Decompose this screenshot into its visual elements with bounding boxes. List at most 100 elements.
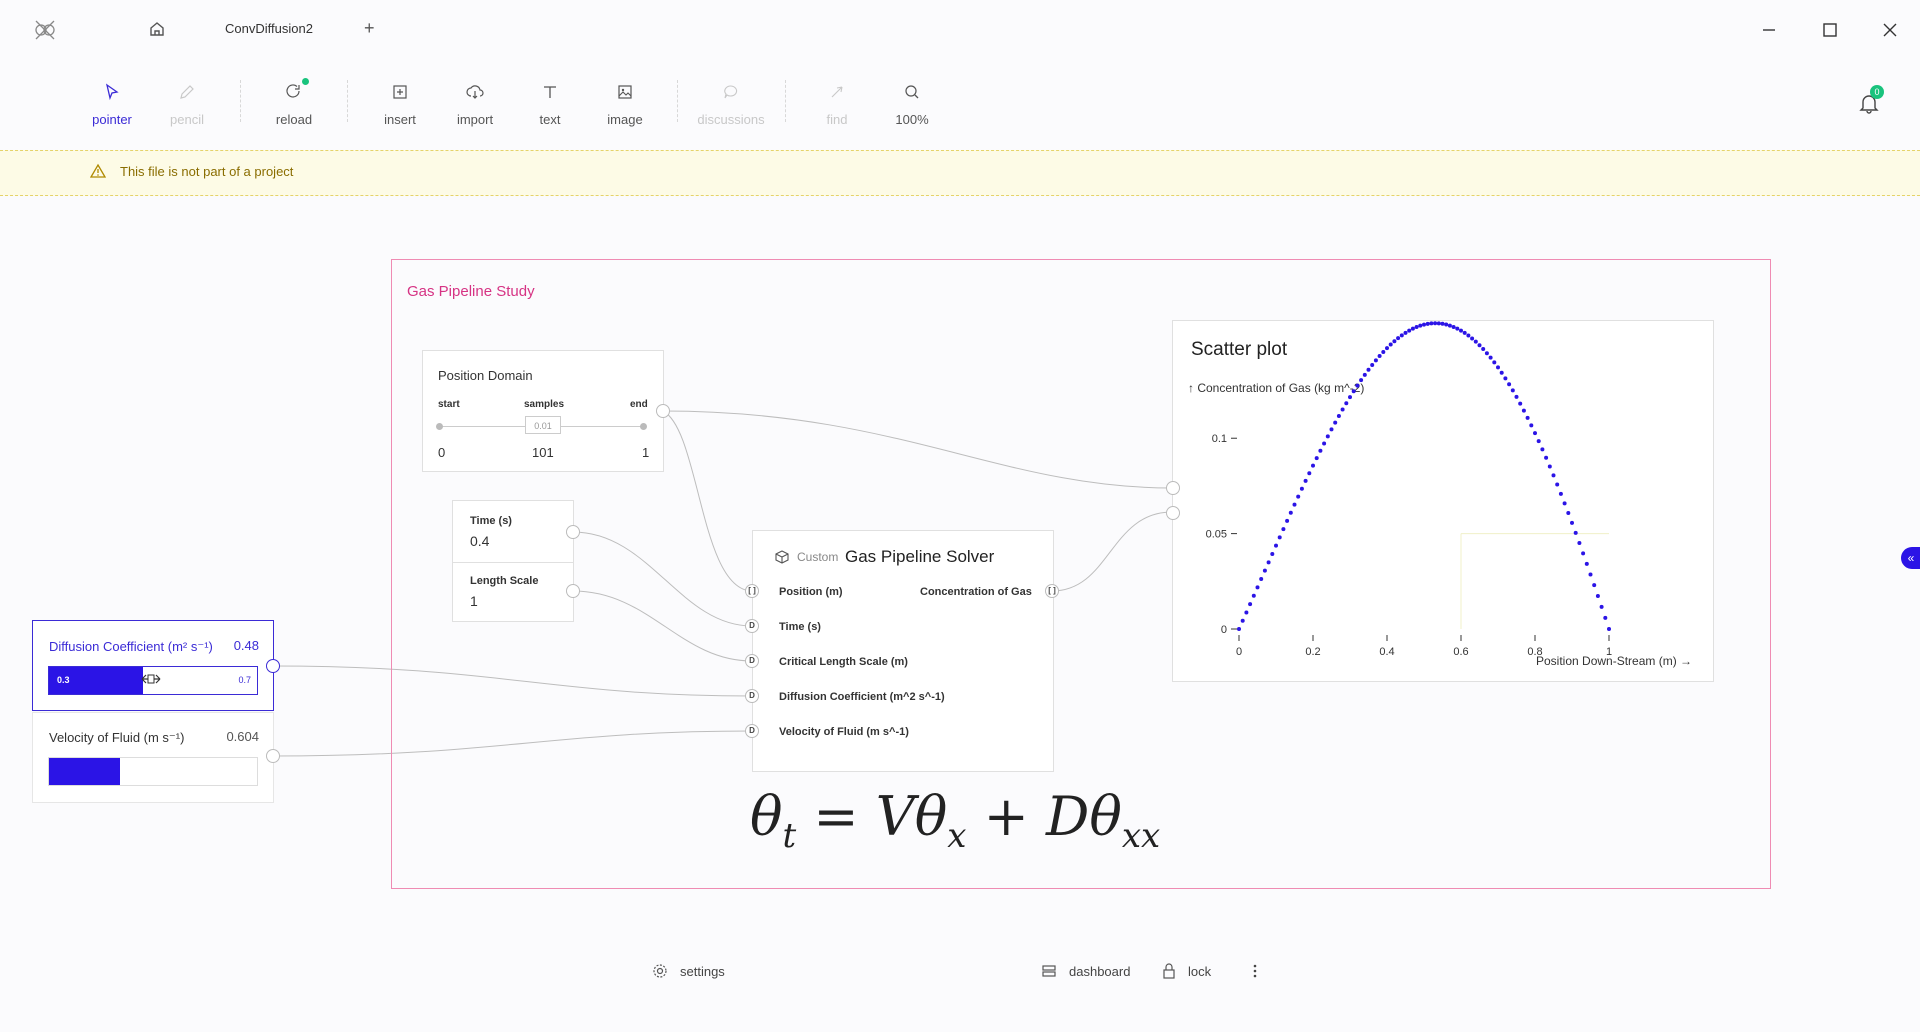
toolbar-pencil-button: pencil	[149, 82, 225, 127]
solver-input-label: Diffusion Coefficient (m^2 s^-1)	[779, 691, 945, 703]
data-point	[1314, 456, 1319, 461]
toolbar-label: pencil	[170, 112, 204, 127]
gas-pipeline-solver-node[interactable]: Custom Gas Pipeline Solver Position (m) …	[752, 530, 1054, 772]
scatter-input-port[interactable]	[1166, 481, 1180, 495]
velocity-output-port[interactable]	[266, 749, 280, 763]
time-output-port[interactable]	[566, 525, 580, 539]
solver-output-label: Concentration of Gas	[920, 586, 1032, 598]
close-icon[interactable]	[1878, 18, 1902, 42]
position-domain-title: Position Domain	[438, 368, 533, 383]
data-point	[1355, 383, 1360, 388]
toolbar-image-button[interactable]: image	[587, 82, 663, 127]
data-point	[1414, 325, 1419, 330]
data-point	[1385, 346, 1389, 351]
app-logo-icon[interactable]	[33, 18, 57, 42]
domain-output-port[interactable]	[656, 404, 670, 418]
data-point	[1566, 511, 1571, 516]
scatter-plot-area: 0 0.2 0.4 0.6 0.8 1 0 0.05 0.1	[1206, 321, 1612, 658]
data-point	[1422, 322, 1426, 327]
data-point	[1403, 330, 1408, 335]
pointer-icon	[74, 82, 150, 102]
length-scale-value[interactable]: 1	[470, 593, 478, 609]
data-point	[1466, 333, 1471, 338]
solver-input-port[interactable]: D	[745, 689, 759, 703]
settings-button[interactable]: settings	[652, 963, 725, 982]
expand-panel-button[interactable]: «	[1901, 547, 1920, 569]
data-point	[1473, 339, 1478, 344]
wire-domain-to-scatter	[662, 410, 1173, 489]
data-point	[1359, 378, 1364, 383]
data-point	[1281, 527, 1286, 532]
data-point	[1555, 482, 1560, 487]
position-domain-node[interactable]: Position Domain start samples end 0.01 0…	[422, 350, 664, 472]
time-value[interactable]: 0.4	[470, 533, 490, 549]
wire-length-to-solver	[572, 590, 753, 662]
velocity-slider[interactable]	[48, 757, 258, 786]
data-point	[1584, 561, 1589, 566]
dashboard-icon	[1041, 963, 1057, 982]
more-options-icon[interactable]	[1253, 963, 1257, 982]
data-point	[1551, 473, 1556, 478]
project-warning-banner	[0, 150, 1920, 196]
toolbar-import-button[interactable]: import	[437, 82, 513, 127]
data-point	[1544, 455, 1549, 460]
data-point	[1521, 408, 1526, 413]
toolbar-label: 100%	[895, 112, 929, 127]
toolbar-label: image	[607, 112, 643, 127]
domain-step-input[interactable]: 0.01	[525, 416, 561, 434]
toolbar-label: import	[456, 112, 494, 127]
length-scale-output-port[interactable]	[566, 584, 580, 598]
notification-count-badge: 0	[1870, 85, 1884, 99]
solver-input-port[interactable]: D	[745, 724, 759, 738]
diffusion-slider[interactable]: 0.3 0.7	[48, 666, 258, 695]
time-length-node[interactable]: Time (s) 0.4 Length Scale 1	[452, 500, 574, 622]
dashboard-button[interactable]: dashboard	[1041, 963, 1130, 982]
group-title[interactable]: Gas Pipeline Study	[407, 283, 535, 300]
toolbar-label: pointer	[92, 112, 132, 127]
group-frame[interactable]	[391, 259, 1771, 889]
data-point	[1492, 360, 1497, 365]
diffusion-value: 0.48	[233, 638, 259, 653]
add-tab-button[interactable]: +	[364, 18, 375, 38]
data-point	[1595, 593, 1600, 598]
maximize-icon[interactable]	[1818, 18, 1842, 42]
domain-samples-value[interactable]: 101	[532, 445, 554, 460]
chart-y-axis-label: ↑ Concentration of Gas (kg m^-2)	[1188, 381, 1365, 395]
domain-start-handle[interactable]	[436, 423, 443, 430]
data-point	[1518, 401, 1523, 406]
scatter-input-port[interactable]	[1166, 506, 1180, 520]
x-tick-label: 0.8	[1527, 646, 1542, 658]
domain-end-handle[interactable]	[640, 423, 647, 430]
domain-end-value[interactable]: 1	[642, 445, 650, 460]
toolbar-insert-button[interactable]: insert	[362, 82, 438, 127]
data-point	[1255, 585, 1260, 590]
home-icon[interactable]	[148, 20, 166, 38]
solver-input-port[interactable]: D	[745, 619, 759, 633]
data-point	[1510, 388, 1515, 393]
solver-output-port[interactable]: [ ]	[1045, 584, 1059, 598]
minimize-icon[interactable]	[1757, 18, 1781, 42]
scatter-plot-node[interactable]: Scatter plot ↑ Concentration of Gas (kg …	[1172, 320, 1714, 682]
data-point	[1277, 535, 1282, 540]
start-label: start	[438, 399, 460, 410]
length-scale-label: Length Scale	[470, 575, 539, 587]
solver-input-port[interactable]: D	[745, 654, 759, 668]
solver-input-label: Time (s)	[779, 621, 821, 633]
toolbar-divider	[785, 80, 786, 122]
toolbar-text-button[interactable]: text	[512, 82, 588, 127]
toolbar-label: insert	[384, 112, 416, 127]
lock-button[interactable]: lock	[1162, 963, 1211, 982]
solver-input-port[interactable]: [ ]	[745, 584, 759, 598]
toolbar-zoom-button[interactable]: 100%	[874, 82, 950, 127]
document-tab-title[interactable]: ConvDiffusion2	[225, 21, 313, 36]
diffusion-coefficient-slider-card[interactable]: Diffusion Coefficient (m² s⁻¹) 0.48 0.3 …	[32, 620, 274, 711]
data-point	[1307, 471, 1312, 476]
toolbar-reload-button[interactable]: reload	[256, 78, 332, 127]
data-point	[1370, 362, 1375, 367]
domain-start-value[interactable]: 0	[438, 445, 446, 460]
diffusion-output-port[interactable]	[266, 659, 280, 673]
velocity-slider-card[interactable]: Velocity of Fluid (m s⁻¹) 0.604	[32, 712, 274, 803]
toolbar-pointer-button[interactable]: pointer	[74, 82, 150, 127]
equation-text: θt = Vθx + Dθxx	[750, 785, 1161, 856]
